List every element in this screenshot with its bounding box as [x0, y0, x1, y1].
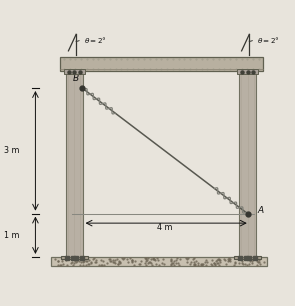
- Bar: [63, 69, 85, 74]
- Text: 4 m: 4 m: [157, 223, 173, 232]
- Bar: [239, 71, 256, 257]
- Text: $\theta = 2°$: $\theta = 2°$: [257, 35, 280, 46]
- Text: 1 m: 1 m: [4, 231, 19, 240]
- Text: 3 m: 3 m: [4, 146, 19, 155]
- Bar: [237, 69, 258, 74]
- Text: $\theta = 2°$: $\theta = 2°$: [84, 35, 107, 46]
- Text: A: A: [257, 206, 263, 215]
- Bar: [61, 256, 88, 259]
- Bar: [234, 256, 261, 259]
- Bar: [60, 57, 263, 71]
- Bar: [66, 71, 83, 257]
- Bar: [51, 257, 268, 267]
- Text: B: B: [73, 74, 79, 83]
